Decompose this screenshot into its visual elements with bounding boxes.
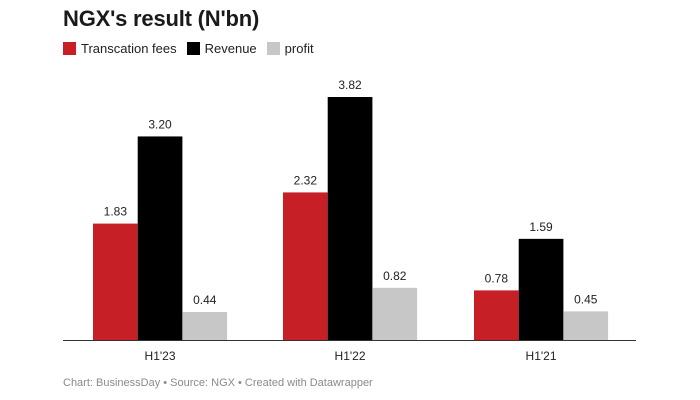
data-label-revenue-h1-23: 3.20 xyxy=(148,117,172,131)
legend-label-profit: profit xyxy=(284,41,314,56)
legend-swatch-revenue xyxy=(186,42,200,55)
data-label-transcation-fees-h1-21: 0.78 xyxy=(485,271,509,285)
legend-label-transaction-fees: Transcation fees xyxy=(81,41,177,56)
x-tick-label-h1-22: H1'22 xyxy=(335,349,366,363)
legend-item-transaction-fees: Transcation fees xyxy=(63,41,177,56)
data-label-transcation-fees-h1-22: 2.32 xyxy=(294,173,318,187)
bar-profit-h1-22 xyxy=(372,287,418,340)
chart-footer: Chart: BusinessDay • Source: NGX • Creat… xyxy=(63,377,373,389)
bar-revenue-h1-21 xyxy=(518,238,564,340)
data-label-profit-h1-21: 0.45 xyxy=(574,292,598,306)
chart-title: NGX's result (N'bn) xyxy=(63,6,260,31)
data-label-revenue-h1-21: 1.59 xyxy=(529,220,553,234)
bar-revenue-h1-23 xyxy=(137,136,183,340)
legend: Transcation fees Revenue profit xyxy=(63,41,324,56)
bar-revenue-h1-22 xyxy=(327,97,373,340)
bar-profit-h1-23 xyxy=(182,312,228,340)
data-label-revenue-h1-22: 3.82 xyxy=(338,78,362,92)
bar-profit-h1-21 xyxy=(563,311,609,340)
x-tick-label-h1-23: H1'23 xyxy=(145,349,176,363)
legend-label-revenue: Revenue xyxy=(204,41,257,56)
bar-transcation-fees-h1-23 xyxy=(93,223,138,340)
bar-transcation-fees-h1-21 xyxy=(474,290,519,340)
legend-swatch-profit xyxy=(266,42,280,55)
x-tick-label-h1-21: H1'21 xyxy=(526,349,557,363)
bar-transcation-fees-h1-22 xyxy=(283,192,328,340)
legend-item-revenue: Revenue xyxy=(186,41,257,56)
legend-swatch-transaction-fees xyxy=(63,42,76,55)
data-label-transcation-fees-h1-23: 1.83 xyxy=(104,205,128,219)
data-label-profit-h1-22: 0.82 xyxy=(383,269,407,283)
data-label-profit-h1-23: 0.44 xyxy=(193,293,217,307)
legend-item-profit: profit xyxy=(266,41,314,56)
